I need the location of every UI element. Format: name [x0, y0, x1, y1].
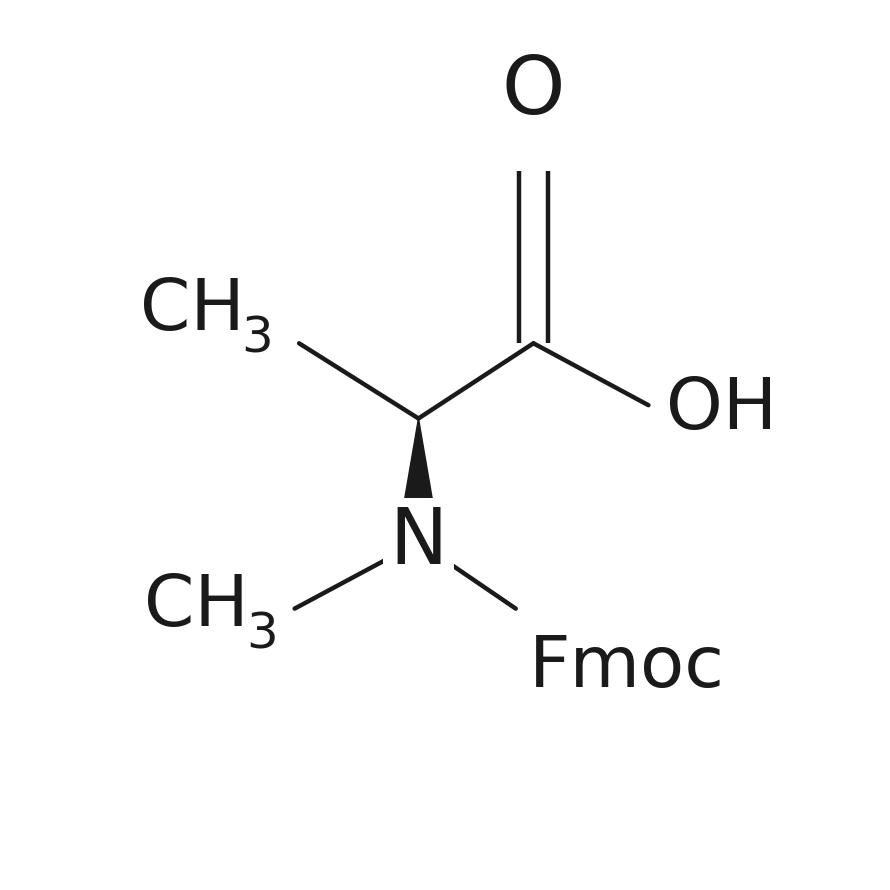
- Text: CH: CH: [144, 572, 249, 642]
- Text: Fmoc: Fmoc: [529, 634, 725, 702]
- Text: N: N: [390, 505, 448, 580]
- Text: 3: 3: [241, 314, 273, 362]
- Text: OH: OH: [666, 375, 777, 444]
- Text: CH: CH: [140, 276, 245, 345]
- Polygon shape: [397, 418, 440, 542]
- Text: 3: 3: [246, 611, 278, 659]
- Text: O: O: [502, 53, 565, 131]
